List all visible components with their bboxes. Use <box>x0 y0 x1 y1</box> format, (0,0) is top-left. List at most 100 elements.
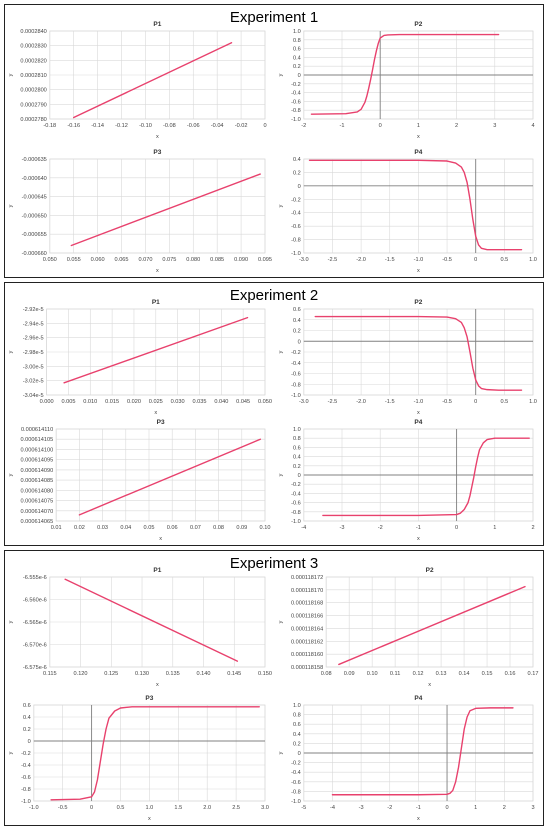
chart-e3-p4: P4 -1.0 -0.8 -0.6 -0.4 -0.2 0 0.2 0.4 0.6 0.8 1.0 -5… <box>278 695 535 822</box>
x-axis-label: x <box>417 816 420 822</box>
y-tick-label: 0.000614110 <box>21 427 53 433</box>
y-tick-label: 0.000614100 <box>21 447 54 453</box>
y-tick-label: 0.0002790 <box>20 102 46 108</box>
plot-frame <box>325 576 534 668</box>
chart-e2-p2: P2 -1.0 -0.8 -0.6 -0.4 -0.2 0 0.2 0.4 0.6 -3.0 -2.5… <box>278 299 537 416</box>
chart-e1-p2: P2 -1.0 -0.8 -0.6 -0.4 -0.2 0 0.2 0.4 0.6 0.8 1.0 -2… <box>278 21 535 140</box>
x-tick-label: 0.065 <box>115 257 129 263</box>
x-tick-label: -0.5 <box>442 399 452 405</box>
y-tick-label: 0 <box>298 184 301 190</box>
y-tick-label: 0.000614095 <box>21 458 54 464</box>
x-tick-label: 0.10 <box>260 525 271 531</box>
y-tick-label: 0.0002810 <box>20 73 46 79</box>
y-tick-label: -0.2 <box>291 82 301 88</box>
chart-title: P2 <box>414 21 422 28</box>
x-tick-label: 0.030 <box>171 399 185 405</box>
series-line <box>308 159 523 251</box>
chart-title: P2 <box>426 567 434 574</box>
x-tick-label: 2.0 <box>203 805 211 811</box>
x-tick-label: 0 <box>455 525 458 531</box>
x-tick-label: -2.5 <box>328 257 338 263</box>
x-tick-label: -0.5 <box>58 805 68 811</box>
y-tick-label: -0.4 <box>291 491 301 497</box>
chart-e2-p4: P4 -1.0 -0.8 -0.6 -0.4 -0.2 0 0.2 0.4 0.6 0.8 1.0 -4… <box>278 419 535 542</box>
x-tick-label: 0.09 <box>236 525 247 531</box>
chart-e2-p1: P1 -3.04e-5 -3.02e-5 -3.00e-5 -2.98e-5 -2.96e… <box>8 299 272 416</box>
x-tick-label: 3 <box>531 805 534 811</box>
x-tick-label: 0.135 <box>166 671 180 677</box>
y-tick-label: 0.000614075 <box>21 499 54 505</box>
x-tick-label: -1 <box>416 525 421 531</box>
y-tick-label: 0.4 <box>293 157 301 163</box>
y-tick-label: 0.2 <box>293 464 301 470</box>
x-tick-label: 0 <box>445 805 448 811</box>
y-tick-label: -0.000655 <box>22 232 47 238</box>
y-tick-label: -1.0 <box>21 799 31 805</box>
y-tick-label: -2.98e-5 <box>23 350 44 356</box>
y-tick-label: 0.6 <box>293 445 301 451</box>
y-tick-label: 0.2 <box>293 64 301 70</box>
y-tick-label: -0.4 <box>21 763 31 769</box>
y-tick-label: 0.2 <box>293 170 301 176</box>
plot-frame <box>55 428 266 522</box>
x-tick-label: -1.5 <box>385 257 395 263</box>
y-tick-label: 0.4 <box>23 715 31 721</box>
x-tick-label: 3 <box>493 123 496 129</box>
x-tick-label: 0.050 <box>258 399 272 405</box>
y-tick-label: -0.000645 <box>22 195 47 201</box>
y-tick-label: -0.6 <box>291 224 301 230</box>
x-tick-label: 1.0 <box>146 805 154 811</box>
x-tick-label: 0.08 <box>321 671 332 677</box>
x-tick-label: 0.115 <box>43 671 57 677</box>
y-tick-label: -0.4 <box>291 91 301 97</box>
series-line <box>331 707 514 796</box>
x-tick-label: 1 <box>417 123 420 129</box>
x-tick-label: -0.16 <box>67 123 80 129</box>
y-tick-label: 0.2 <box>23 727 31 733</box>
x-axis-label: x <box>417 268 420 274</box>
x-tick-label: 2.5 <box>232 805 240 811</box>
y-tick-label: -0.8 <box>291 789 301 795</box>
x-tick-label: 0.075 <box>162 257 176 263</box>
series-line <box>50 706 260 801</box>
series-line <box>64 578 239 662</box>
x-tick-label: 0.14 <box>459 671 470 677</box>
x-axis-label: x <box>148 816 151 822</box>
x-tick-label: 0.095 <box>258 257 272 263</box>
y-tick-label: 0.0002830 <box>20 44 46 50</box>
y-tick-label: 0.0002840 <box>20 29 46 35</box>
y-axis-label: y <box>8 204 14 207</box>
y-tick-label: -0.2 <box>291 482 301 488</box>
x-tick-label: 0 <box>474 257 477 263</box>
plot-frame <box>49 30 266 120</box>
y-tick-label: -2.92e-5 <box>23 307 44 313</box>
x-tick-label: 1 <box>474 805 477 811</box>
y-tick-label: -3.04e-5 <box>23 393 44 399</box>
x-tick-label: -4 <box>301 525 306 531</box>
x-tick-label: -5 <box>301 805 306 811</box>
y-tick-label: 0.4 <box>293 318 301 324</box>
x-tick-label: 0.005 <box>61 399 75 405</box>
plot-frame <box>33 704 266 802</box>
x-tick-label: -3.0 <box>299 399 309 405</box>
x-axis-label: x <box>154 410 157 416</box>
chart-title: P2 <box>414 299 422 306</box>
x-tick-label: 0.03 <box>97 525 108 531</box>
x-tick-label: -1.0 <box>414 257 424 263</box>
x-tick-label: 0.050 <box>43 257 57 263</box>
y-axis-label: y <box>278 473 284 476</box>
x-tick-label: 0.5 <box>500 257 508 263</box>
x-tick-label: 0.11 <box>390 671 400 677</box>
y-tick-label: -1.0 <box>291 519 301 525</box>
x-tick-label: -2.0 <box>356 257 366 263</box>
series-line <box>338 585 526 666</box>
y-tick-label: 0.0002780 <box>20 117 46 123</box>
chart-title: P1 <box>153 21 161 28</box>
y-tick-label: -1.0 <box>291 393 301 399</box>
y-tick-label: 0.8 <box>293 713 301 719</box>
x-tick-label: -2 <box>378 525 383 531</box>
x-tick-label: 0.05 <box>144 525 155 531</box>
x-tick-label: 0.000 <box>40 399 54 405</box>
y-tick-label: -0.6 <box>291 501 301 507</box>
y-tick-label: 1.0 <box>293 427 301 433</box>
